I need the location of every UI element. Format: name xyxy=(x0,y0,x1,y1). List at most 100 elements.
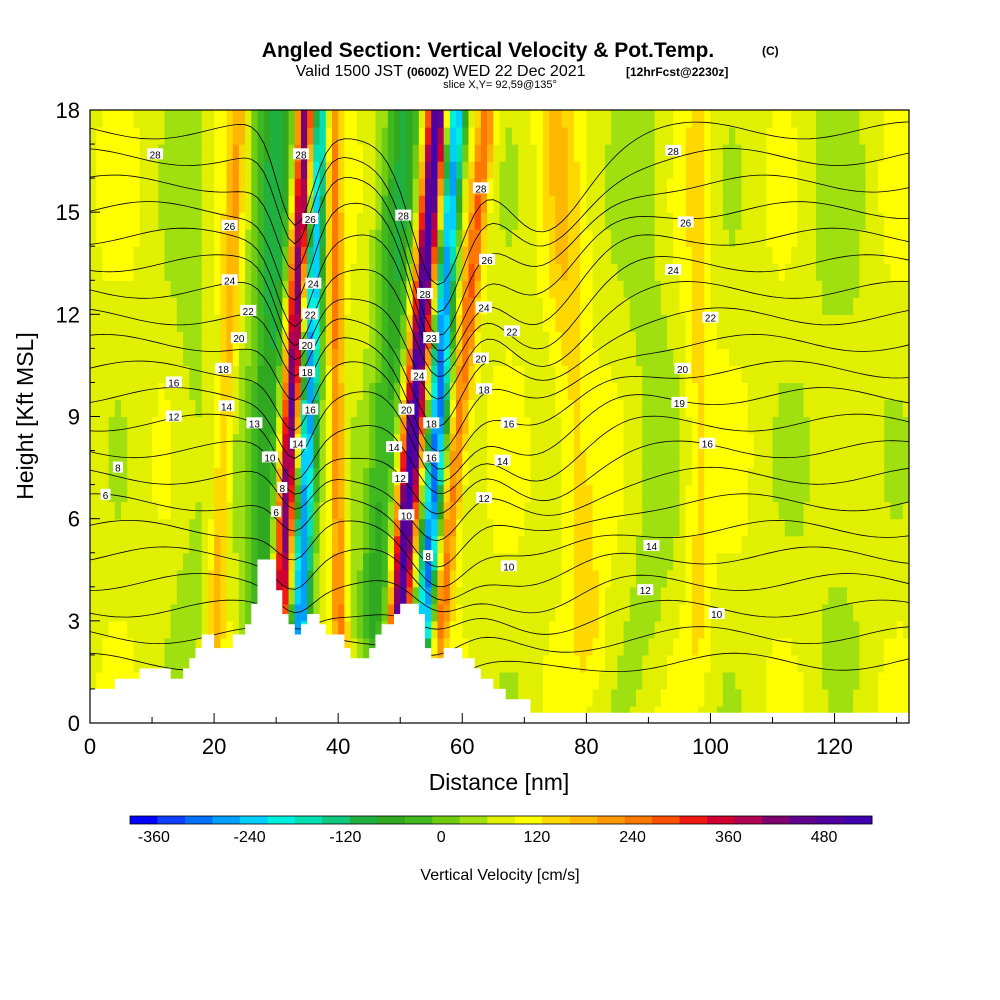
velocity-cell xyxy=(238,484,246,503)
velocity-cell xyxy=(846,450,854,469)
velocity-cell xyxy=(102,467,110,486)
velocity-cell xyxy=(518,195,525,213)
velocity-cell xyxy=(307,518,314,537)
velocity-cell xyxy=(691,467,699,486)
velocity-cell xyxy=(586,467,594,486)
velocity-cell xyxy=(698,416,705,435)
velocity-cell xyxy=(580,518,587,537)
velocity-cell xyxy=(226,552,234,571)
velocity-cell xyxy=(822,654,829,673)
velocity-cell xyxy=(350,161,358,179)
velocity-cell xyxy=(245,501,252,520)
velocity-cell xyxy=(735,263,743,281)
velocity-cell xyxy=(766,501,774,520)
velocity-cell xyxy=(729,671,736,690)
velocity-cell xyxy=(561,127,569,145)
velocity-cell xyxy=(487,501,494,520)
velocity-cell xyxy=(586,127,594,145)
velocity-cell xyxy=(791,501,798,520)
colorbar-swatch xyxy=(597,816,626,824)
velocity-cell xyxy=(592,688,600,707)
velocity-cell xyxy=(170,382,178,401)
velocity-cell xyxy=(784,348,792,367)
velocity-cell xyxy=(766,229,774,247)
velocity-cell xyxy=(406,331,414,349)
velocity-cell xyxy=(660,144,668,162)
velocity-cell xyxy=(573,246,581,264)
velocity-cell xyxy=(437,127,445,145)
velocity-cell xyxy=(623,144,631,162)
velocity-cell xyxy=(580,552,587,571)
velocity-cell xyxy=(809,569,817,588)
velocity-cell xyxy=(511,331,519,349)
velocity-cell xyxy=(704,569,712,588)
velocity-cell xyxy=(344,450,352,469)
velocity-cell xyxy=(896,297,904,315)
velocity-cell xyxy=(480,416,488,435)
velocity-cell xyxy=(797,552,805,571)
velocity-cell xyxy=(524,433,532,452)
velocity-cell xyxy=(679,280,687,298)
velocity-cell xyxy=(195,229,203,247)
velocity-cell xyxy=(592,263,600,281)
velocity-cell xyxy=(443,195,451,213)
velocity-cell xyxy=(518,586,525,605)
velocity-cell xyxy=(121,161,128,179)
velocity-cell xyxy=(238,535,246,554)
velocity-cell xyxy=(797,178,805,196)
velocity-cell xyxy=(611,161,618,179)
velocity-cell xyxy=(325,603,333,622)
velocity-cell xyxy=(456,433,463,452)
velocity-cell xyxy=(400,569,408,588)
velocity-cell xyxy=(803,348,811,367)
velocity-cell xyxy=(797,263,805,281)
velocity-cell xyxy=(567,450,575,469)
colorbar-swatch xyxy=(212,816,241,824)
velocity-cell xyxy=(511,195,519,213)
velocity-cell xyxy=(803,297,811,315)
velocity-cell xyxy=(325,620,333,639)
velocity-cell xyxy=(667,467,674,486)
velocity-cell xyxy=(797,127,805,145)
velocity-cell xyxy=(698,280,705,298)
velocity-cell xyxy=(573,314,581,332)
velocity-cell xyxy=(102,314,110,332)
velocity-cell xyxy=(791,161,798,179)
velocity-cell xyxy=(642,178,649,196)
velocity-cell xyxy=(877,178,885,196)
velocity-cell xyxy=(350,484,358,503)
contour-label: 20 xyxy=(299,338,316,352)
velocity-cell xyxy=(797,416,805,435)
velocity-cell xyxy=(660,314,668,332)
velocity-cell xyxy=(549,110,556,128)
velocity-cell xyxy=(586,365,594,384)
velocity-cell xyxy=(431,246,439,264)
velocity-cell xyxy=(710,535,718,554)
velocity-cell xyxy=(288,297,296,315)
velocity-cell xyxy=(121,654,128,673)
velocity-cell xyxy=(741,535,749,554)
theta-contour-line xyxy=(90,440,909,515)
velocity-cell xyxy=(611,297,618,315)
velocity-cell xyxy=(245,161,252,179)
velocity-cell xyxy=(443,552,451,571)
velocity-cell xyxy=(716,297,724,315)
velocity-cell xyxy=(251,467,259,486)
velocity-cell xyxy=(611,127,618,145)
velocity-cell xyxy=(561,297,569,315)
velocity-cell xyxy=(381,161,389,179)
velocity-cell xyxy=(896,586,904,605)
velocity-cell xyxy=(462,637,470,656)
velocity-cell xyxy=(617,620,625,639)
velocity-cell xyxy=(735,212,743,230)
velocity-cell xyxy=(443,416,451,435)
velocity-cell xyxy=(418,348,426,367)
velocity-cell xyxy=(505,280,513,298)
velocity-cell xyxy=(369,416,376,435)
velocity-cell xyxy=(846,620,854,639)
velocity-cell xyxy=(741,688,749,707)
velocity-cell xyxy=(238,246,246,264)
velocity-cell xyxy=(375,518,383,537)
velocity-cell xyxy=(462,212,470,230)
colorbar-swatch xyxy=(184,816,213,824)
